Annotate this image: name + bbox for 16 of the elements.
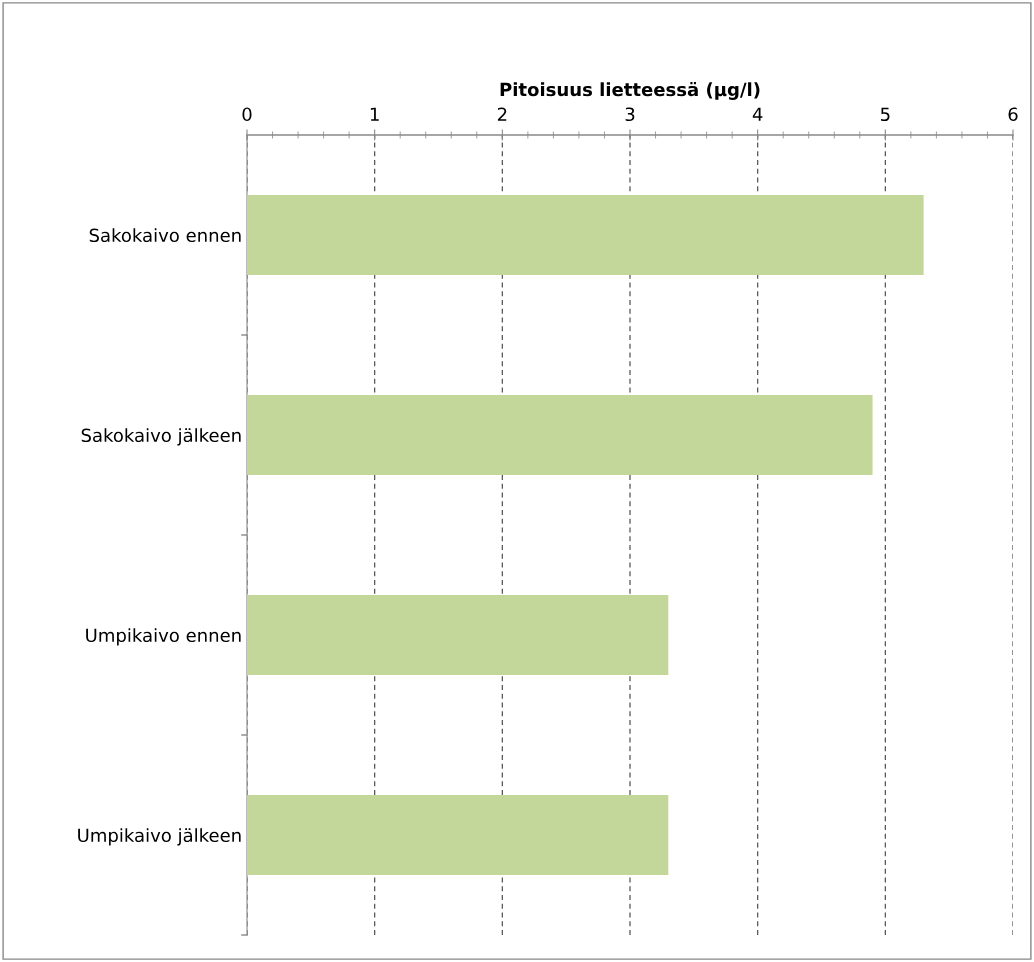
bar bbox=[247, 195, 924, 275]
bar bbox=[247, 395, 873, 475]
x-tick-label: 3 bbox=[625, 107, 635, 122]
bar bbox=[247, 795, 669, 875]
x-tick-label: 6 bbox=[1008, 107, 1018, 122]
bar bbox=[247, 595, 669, 675]
x-tick-label: 0 bbox=[242, 107, 252, 122]
y-tick-label: Sakokaivo ennen bbox=[89, 228, 241, 243]
x-tick-label: 4 bbox=[752, 107, 763, 121]
x-tick-label: 2 bbox=[497, 107, 507, 121]
x-tick-label: 1 bbox=[370, 107, 379, 121]
x-tick-label: 5 bbox=[880, 107, 890, 122]
y-tick-label: Umpikaivo jälkeen bbox=[78, 828, 241, 846]
x-axis-title: Pitoisuus lietteessä (µg/l) bbox=[500, 82, 760, 100]
y-tick-label: Umpikaivo ennen bbox=[86, 628, 241, 646]
y-tick-label: Sakokaivo jälkeen bbox=[81, 428, 241, 446]
